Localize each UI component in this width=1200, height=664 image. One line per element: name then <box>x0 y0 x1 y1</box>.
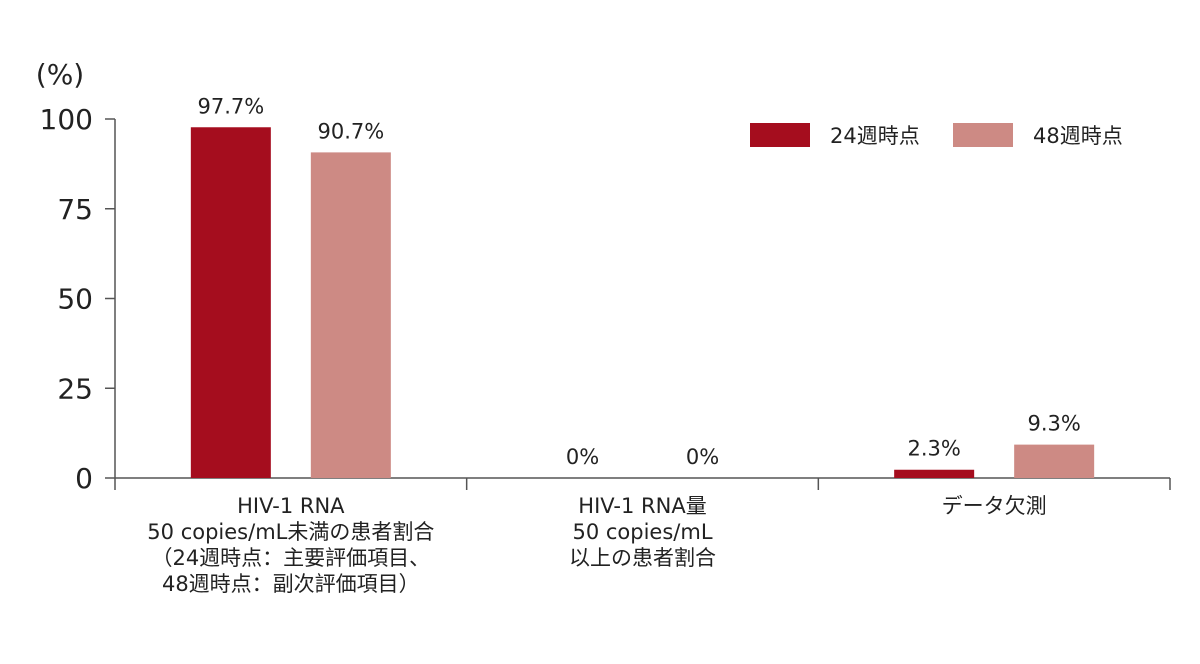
y-tick-label: 100 <box>40 103 93 136</box>
y-axis-unit-label: (%) <box>36 58 84 91</box>
bar <box>310 152 391 478</box>
bar-value-label: 2.3% <box>907 437 960 461</box>
bar-value-label: 97.7% <box>197 94 264 118</box>
x-category-label: （24週時点：主要評価項目、 <box>151 546 430 570</box>
x-category-label: 48週時点：副次評価項目） <box>162 572 420 596</box>
bar-value-label: 0% <box>686 445 719 469</box>
y-tick-label: 0 <box>75 462 93 495</box>
bar-value-label: 9.3% <box>1027 412 1080 436</box>
bar <box>894 469 975 478</box>
legend-swatch <box>750 123 810 147</box>
data-labels: 97.7% 90.7% 0% 0% 2.3% 9.3% <box>197 94 1080 469</box>
bars <box>190 127 1095 478</box>
x-category-label: 以上の患者割合 <box>569 546 716 570</box>
bar <box>190 127 271 478</box>
bar-value-label: 90.7% <box>317 119 384 143</box>
x-category-label: HIV-1 RNA <box>237 494 345 518</box>
x-category-label: データ欠測 <box>942 494 1047 518</box>
legend-swatch <box>953 123 1013 147</box>
bar-value-label: 0% <box>566 445 599 469</box>
legend: 24週時点 48週時点 <box>750 123 1123 148</box>
y-tick-label: 50 <box>57 283 93 316</box>
y-tick-label: 25 <box>57 372 93 405</box>
legend-label: 48週時点 <box>1033 124 1123 148</box>
legend-label: 24週時点 <box>830 124 920 148</box>
y-tick-label: 75 <box>57 193 93 226</box>
x-category-label: 50 copies/mL <box>572 520 712 544</box>
x-category-label: 50 copies/mL未満の患者割合 <box>147 520 434 544</box>
x-category-label: HIV-1 RNA量 <box>578 494 706 518</box>
axes: 0 25 50 75 100 <box>40 103 1171 495</box>
bar <box>1014 444 1095 478</box>
